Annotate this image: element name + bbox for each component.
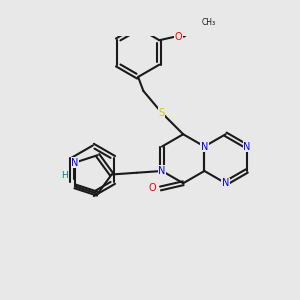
Text: O: O <box>175 32 182 42</box>
Text: N: N <box>222 178 229 188</box>
Text: S: S <box>158 108 165 118</box>
Text: N: N <box>71 158 79 168</box>
Text: CH₃: CH₃ <box>201 18 215 27</box>
Text: N: N <box>243 142 250 152</box>
Text: N: N <box>201 142 208 152</box>
Text: O: O <box>149 184 157 194</box>
Text: H: H <box>61 171 68 180</box>
Text: N: N <box>158 166 166 176</box>
